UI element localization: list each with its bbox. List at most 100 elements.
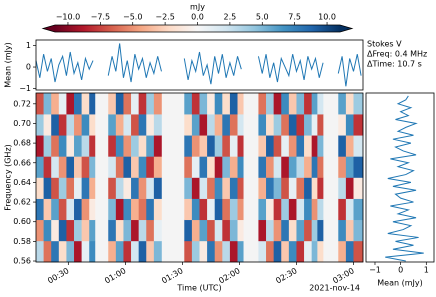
heatmap-cell — [281, 93, 290, 115]
y-tick-label: 0.66 — [13, 158, 31, 167]
heatmap-cell — [214, 135, 223, 157]
heatmap-cell — [191, 198, 200, 221]
heatmap-cell — [138, 177, 147, 199]
heatmap-cell — [115, 240, 124, 263]
heatmap-cell — [311, 177, 318, 199]
heatmap-cell — [304, 219, 312, 242]
heatmap-cell — [266, 240, 274, 263]
heatmap-cell — [153, 156, 162, 178]
heatmap-cell — [304, 240, 312, 263]
heatmap-cell — [138, 135, 147, 157]
x-tick-label: 00:30 — [46, 266, 70, 285]
heatmap-cell — [146, 156, 155, 178]
heatmap-cell — [353, 93, 364, 115]
heatmap-cell — [43, 198, 52, 221]
heatmap-cell — [108, 198, 117, 221]
heatmap-cell — [288, 198, 297, 221]
heatmap-cell — [115, 156, 124, 178]
y-tick-label: 0 — [26, 63, 31, 72]
heatmap-cell — [296, 198, 305, 221]
heatmap-cell — [81, 240, 90, 263]
heatmap-cell — [311, 156, 318, 178]
heatmap-cell — [288, 93, 297, 115]
colorbar-outline — [41, 24, 354, 33]
heatmap-cell — [353, 198, 364, 221]
heatmap-cell — [338, 198, 347, 221]
colorbar-extend-low — [43, 25, 55, 32]
x-tick-label: 1 — [424, 266, 429, 275]
annotation: ΔFreq: 0.4 MHz — [367, 50, 427, 59]
heatmap-cell — [66, 114, 75, 136]
heatmap-cell — [338, 219, 347, 242]
colorbar-tick-label: −5.0 — [123, 13, 142, 22]
heatmap-cell — [258, 114, 267, 136]
heatmap-cell — [304, 156, 312, 178]
heatmap-cell — [304, 114, 312, 136]
heatmap-cell — [207, 93, 216, 115]
heatmap-cell — [317, 135, 324, 157]
heatmap-cell — [288, 219, 297, 242]
heatmap-cell — [66, 240, 75, 263]
heatmap-cell — [191, 240, 200, 263]
heatmap-cell — [51, 177, 60, 199]
heatmap-cell — [338, 240, 347, 263]
heatmap-cell — [131, 156, 139, 178]
heatmap-cell — [184, 135, 193, 157]
heatmap-cell — [229, 156, 238, 178]
heatmap-cell — [184, 240, 193, 263]
heatmap-cell — [131, 198, 139, 221]
heatmap-cell — [273, 93, 282, 115]
heatmap-cell — [43, 177, 52, 199]
heatmap-cell — [138, 93, 147, 115]
y-tick-label: 0.60 — [13, 217, 31, 226]
heatmap-cell — [66, 135, 75, 157]
heatmap-cell — [345, 135, 354, 157]
heatmap-cell — [237, 93, 244, 115]
heatmap-cell — [89, 93, 96, 115]
heatmap-cell — [191, 114, 200, 136]
heatmap-cell — [43, 135, 52, 157]
heatmap-cell — [115, 219, 124, 242]
heatmap-cell — [317, 114, 324, 136]
heatmap-cell — [304, 177, 312, 199]
heatmap-cell — [89, 219, 96, 242]
heatmap-cell — [345, 198, 354, 221]
heatmap-cell — [58, 135, 67, 157]
heatmap-cell — [311, 135, 318, 157]
heatmap-cell — [146, 135, 155, 157]
heatmap-cell — [108, 219, 117, 242]
colorbar-tick-label: −10.0 — [56, 13, 81, 22]
heatmap-cell — [237, 177, 244, 199]
heatmap-cell — [123, 114, 132, 136]
heatmap-cell — [338, 177, 347, 199]
heatmap-cell — [146, 240, 155, 263]
heatmap-cell — [74, 240, 82, 263]
heatmap-cell — [74, 156, 82, 178]
heatmap-cell — [153, 240, 162, 263]
heatmap-cell — [258, 219, 267, 242]
heatmap-cell — [184, 177, 193, 199]
heatmap-cell — [237, 135, 244, 157]
colorbar-tick-label: 5.0 — [256, 13, 269, 22]
spectrum-line — [385, 95, 424, 262]
colorbar-tick-label: 0.0 — [191, 13, 204, 22]
heatmap-cell — [108, 240, 117, 263]
heatmap-cell — [258, 198, 267, 221]
heatmap-cell — [36, 135, 44, 157]
heatmap-cell — [317, 156, 324, 178]
heatmap-cell — [317, 93, 324, 115]
heatmap-cell — [207, 219, 216, 242]
y-tick-label: 0.70 — [13, 119, 31, 128]
heatmap-cell — [43, 240, 52, 263]
heatmap-cell — [311, 114, 318, 136]
heatmap-cell — [296, 135, 305, 157]
heatmap-cell — [131, 240, 139, 263]
heatmap-cell — [51, 135, 60, 157]
heatmap-cell — [258, 240, 267, 263]
heatmap-cell — [273, 114, 282, 136]
heatmap-cell — [237, 114, 244, 136]
heatmap-cell — [266, 219, 274, 242]
heatmap-cell — [153, 219, 162, 242]
heatmap-cell — [66, 93, 75, 115]
heatmap-cell — [191, 177, 200, 199]
